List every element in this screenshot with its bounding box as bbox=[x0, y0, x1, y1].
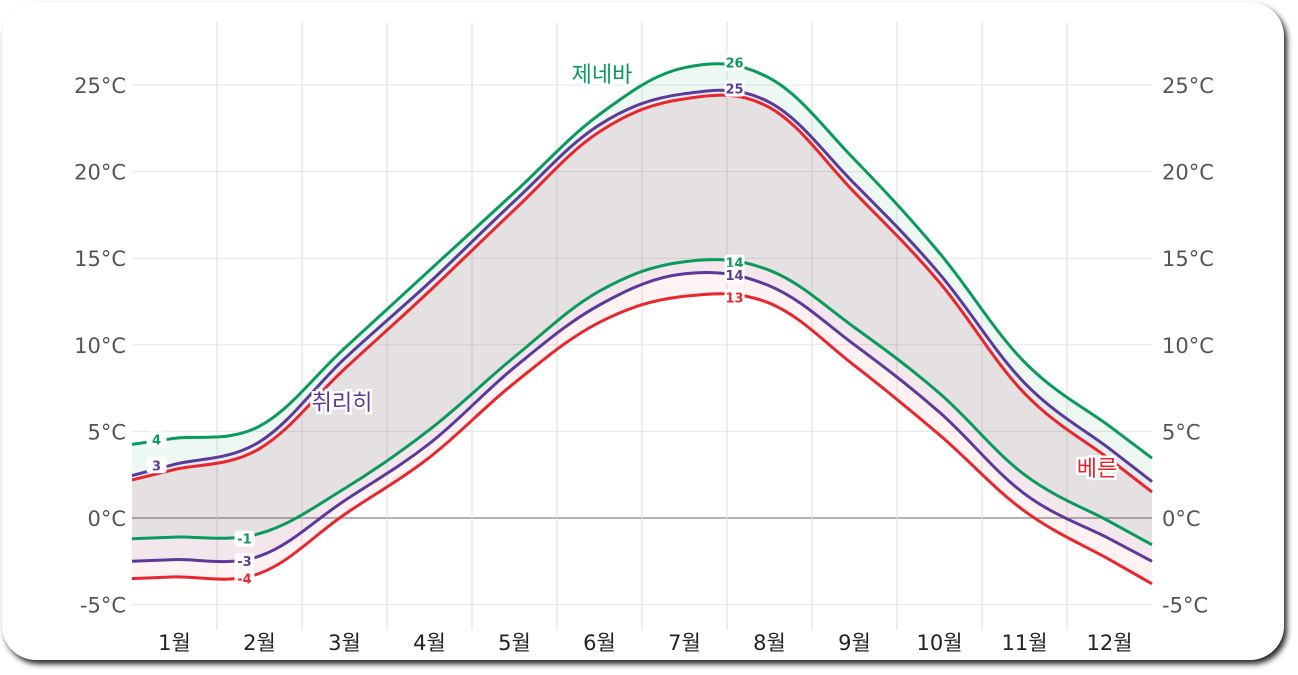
y-tick-left: 20°C bbox=[74, 161, 126, 185]
series-2-name: 취리히 bbox=[312, 391, 373, 416]
x-tick-5: 5월 bbox=[498, 631, 531, 655]
series-1-low-line bbox=[131, 258, 1153, 547]
series-1-name: 제네바 bbox=[572, 63, 633, 88]
y-tick-right: 25°C bbox=[1162, 74, 1214, 98]
series-2-jan-label: 3 bbox=[152, 459, 161, 474]
x-tick-12: 12월 bbox=[1086, 631, 1132, 655]
series-2-feb-label: -3 bbox=[237, 555, 251, 570]
x-tick-8: 8월 bbox=[753, 631, 786, 655]
y-tick-right: 20°C bbox=[1162, 161, 1214, 185]
series-3-low-label: 13 bbox=[725, 291, 743, 306]
series-3-low-line bbox=[131, 292, 1153, 586]
series-1-jan-label: 4 bbox=[152, 433, 161, 448]
series-1-low-label-bg bbox=[724, 254, 745, 271]
series-2-jan-label-bg bbox=[146, 457, 167, 474]
grid bbox=[132, 22, 1152, 630]
series-1-high-label-bg bbox=[724, 54, 745, 71]
series-1-feb-label-bg bbox=[234, 530, 255, 547]
band-1 bbox=[132, 63, 1152, 545]
x-tick-4: 4월 bbox=[413, 631, 446, 655]
y-tick-left: 5°C bbox=[87, 420, 126, 444]
y-tick-right: 0°C bbox=[1162, 507, 1201, 531]
series-1-high-label: 26 bbox=[725, 57, 743, 72]
y-tick-right: 10°C bbox=[1162, 334, 1214, 358]
x-tick-9: 9월 bbox=[838, 631, 871, 655]
series-3-feb-label: -4 bbox=[237, 572, 251, 587]
y-tick-right: 15°C bbox=[1162, 247, 1214, 271]
x-tick-2: 2월 bbox=[243, 631, 276, 655]
y-tick-left: 10°C bbox=[74, 334, 126, 358]
y-tick-left: 15°C bbox=[74, 247, 126, 271]
series-2-low-label-bg bbox=[724, 266, 745, 283]
x-tick-3: 3월 bbox=[328, 631, 361, 655]
y-tick-left: 0°C bbox=[87, 507, 126, 531]
series-3-low-label-bg bbox=[724, 289, 745, 306]
series-2-low-label: 14 bbox=[725, 269, 743, 284]
series-lines bbox=[131, 62, 1153, 586]
y-tick-left: -5°C bbox=[80, 594, 126, 618]
series-1-feb-label: -1 bbox=[237, 533, 251, 548]
series-3-name: 베른 bbox=[1077, 457, 1117, 482]
series-3-high-line bbox=[131, 93, 1153, 494]
x-tick-7: 7월 bbox=[668, 631, 701, 655]
x-tick-11: 11월 bbox=[1001, 631, 1047, 655]
series-2-feb-label-bg bbox=[234, 553, 255, 570]
series-2-low-line bbox=[131, 270, 1153, 564]
series-2-high-label-bg bbox=[724, 80, 745, 97]
x-tick-6: 6월 bbox=[583, 631, 616, 655]
axes: -5°C -5°C 0°C 0°C 5°C 5°C 10°C 10°C 15°C 15°C 20°C… bbox=[74, 74, 1214, 655]
y-tick-right: -5°C bbox=[1162, 594, 1208, 618]
x-tick-10: 10월 bbox=[916, 631, 962, 655]
series-2-high-line bbox=[131, 88, 1153, 483]
y-tick-right: 5°C bbox=[1162, 420, 1201, 444]
series-3-feb-label-bg bbox=[234, 570, 255, 587]
y-tick-left: 25°C bbox=[74, 74, 126, 98]
band-2 bbox=[132, 90, 1152, 562]
x-tick-1: 1월 bbox=[158, 631, 191, 655]
chart-card: 26 14 4 -1 25 14 3 -3 13 -4 제네바 취리히 베른 -5°C -5°C 0°C 0°… bbox=[2, 2, 1284, 660]
series-2-high-label: 25 bbox=[725, 83, 743, 98]
series-1-jan-label-bg bbox=[146, 431, 167, 448]
series-1-high-line bbox=[131, 62, 1153, 460]
